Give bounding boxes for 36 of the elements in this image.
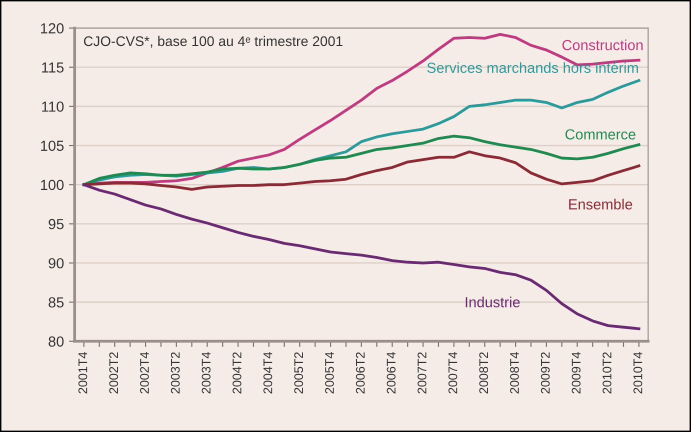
series-label: Ensemble: [569, 198, 632, 210]
x-tick-label: 2007T4: [448, 352, 458, 394]
x-tick-label: 2008T2: [479, 352, 488, 394]
y-tick-label: 100: [40, 180, 64, 190]
x-tick-label: 2005T4: [325, 352, 334, 394]
x-tick-label: 2002T4: [140, 352, 149, 394]
y-tick-label: 115: [42, 62, 64, 73]
x-tick-label: 2003T2: [170, 352, 180, 394]
x-tick-label: 2004T2: [232, 352, 242, 394]
series-label: Commerce: [565, 129, 636, 140]
y-tick-label: 80: [48, 336, 64, 347]
series-label: Industrie: [466, 296, 520, 308]
y-tick-label: 95: [48, 218, 64, 230]
x-tick-label: 2001T4: [78, 352, 88, 394]
y-tick-label: 90: [48, 258, 64, 268]
x-tick-label: 2007T2: [418, 352, 426, 394]
x-tick-label: 2010T4: [633, 352, 642, 394]
x-tick-label: 2005T2: [294, 352, 304, 394]
y-tick-label: 105: [40, 140, 64, 151]
annotation: CJO-CVS*, base 100 au 4ᵉ trimestre 2001: [84, 36, 342, 48]
x-tick-label: 2009T4: [572, 352, 581, 394]
x-tick-label: 2003T4: [202, 352, 211, 394]
x-tick-label: 2008T4: [510, 352, 519, 394]
line-series: [82, 150, 640, 191]
y-tick-label: 85: [48, 297, 64, 308]
y-tick-label: 120: [40, 23, 64, 34]
x-tick-label: 2006T4: [386, 352, 396, 394]
series-label: Services marchands hors intérim: [427, 62, 638, 73]
x-tick-label: 2009T2: [540, 352, 550, 394]
x-tick-label: 2002T2: [109, 352, 118, 394]
x-tick-label: 2004T4: [263, 352, 272, 394]
x-tick-label: 2006T2: [356, 352, 365, 394]
line-series: [82, 183, 640, 330]
x-tick-label: 2010T2: [602, 352, 612, 394]
y-tick-label: 110: [42, 101, 64, 112]
series-label: Construction: [562, 40, 643, 50]
